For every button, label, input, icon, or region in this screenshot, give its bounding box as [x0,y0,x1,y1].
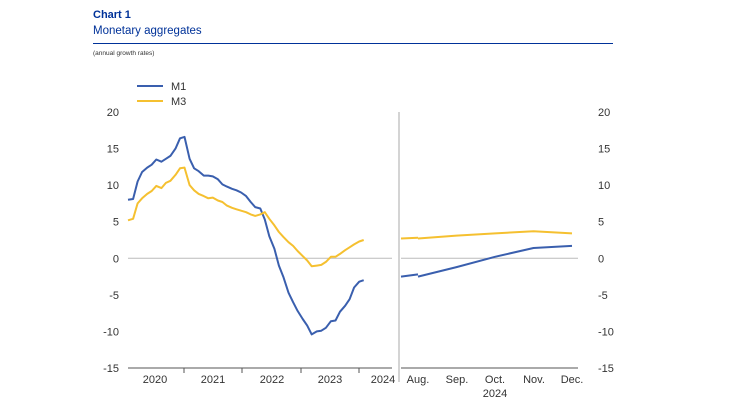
series-lines [127,135,573,336]
x-tick-label-left: 2020 [143,374,167,386]
y-tick-label-left: 5 [113,217,119,229]
y-tick-label-left: -15 [103,363,119,375]
y-tick-label-right: 15 [598,144,610,156]
x-tick-label-right: Aug. [407,374,430,386]
x-tick-label-right: Nov. [523,374,545,386]
x-tick-label-left: 2023 [318,374,342,386]
y-tick-label-left: 0 [113,253,119,265]
x-sublabel-year: 2024 [483,388,507,400]
y-tick-label-right: 5 [598,217,604,229]
y-tick-label-right: 0 [598,253,604,265]
y-tick-label-right: -10 [598,326,614,338]
units-note: (annual growth rates) [93,50,155,57]
legend-label-m1: M1 [171,81,186,93]
y-tick-label-left: 15 [107,144,119,156]
header-rule [93,43,613,44]
series-line-right-m1 [417,244,573,278]
x-tick-label-right: Sep. [446,374,469,386]
y-tick-label-right: -5 [598,290,608,302]
y-tick-label-right: 20 [598,107,610,119]
x-tick-label-right: Dec. [561,374,584,386]
series-line-left-m1 [127,135,365,336]
series-line-left-m3 [127,166,365,268]
y-tick-label-left: -5 [109,290,119,302]
y-tick-label-left: 10 [107,180,119,192]
chart-title: Chart 1 [93,9,131,21]
chart-subtitle: Monetary aggregates [93,25,202,37]
x-tick-label-right: Oct. [485,374,505,386]
y-tick-label-left: 20 [107,107,119,119]
legend-label-m3: M3 [171,96,186,108]
series-line-join-m1 [400,273,419,278]
y-tick-label-right: -15 [598,363,614,375]
x-tick-label-left: 2021 [201,374,225,386]
y-tick-label-left: -10 [103,326,119,338]
x-tick-label-left: 2022 [260,374,284,386]
series-line-join-m3 [400,236,419,240]
y-tick-label-right: 10 [598,180,610,192]
x-tick-label-left: 2024 [371,374,395,386]
series-line-right-m3 [417,230,573,240]
